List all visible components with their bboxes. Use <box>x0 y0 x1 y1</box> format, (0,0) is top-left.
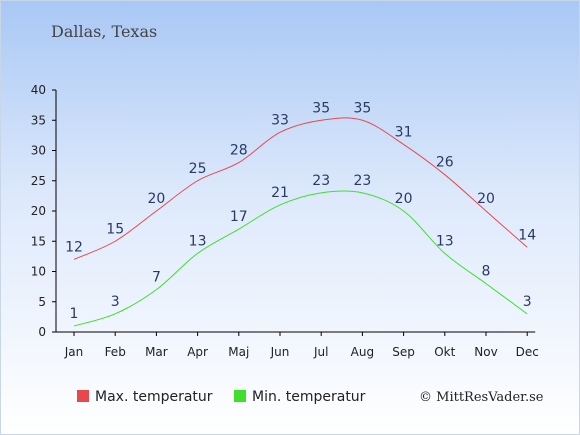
series-line-min <box>73 190 528 327</box>
chart-title: Dallas, Texas <box>51 22 158 41</box>
legend-swatch-min <box>234 390 246 402</box>
data-label-max: 14 <box>518 227 536 243</box>
legend-label-min: Min. temperatur <box>252 389 366 405</box>
data-label-max: 15 <box>106 221 124 237</box>
data-label-max: 25 <box>189 161 207 177</box>
x-tick-label: Apr <box>187 345 208 359</box>
data-label-max: 33 <box>271 112 289 128</box>
y-tick-label: 35 <box>31 113 46 127</box>
x-tick-label: Okt <box>434 345 455 359</box>
y-tick-label: 20 <box>31 204 46 218</box>
data-label-min: 20 <box>395 191 413 207</box>
legend-item-max: Max. temperatur <box>77 389 213 405</box>
data-label-max: 28 <box>230 143 248 159</box>
y-tick-label: 25 <box>31 174 46 188</box>
x-tick-label: Jan <box>64 345 84 359</box>
data-label-max: 31 <box>395 124 413 140</box>
y-tick-label: 30 <box>31 144 46 158</box>
x-tick-label: Aug <box>351 345 374 359</box>
x-tick-label: Feb <box>105 345 126 359</box>
data-label-min: 23 <box>312 173 330 189</box>
data-label-min: 7 <box>152 270 161 286</box>
y-tick-label: 0 <box>38 325 46 339</box>
data-label-min: 8 <box>482 264 491 280</box>
data-label-max: 20 <box>147 191 165 207</box>
x-tick-label: Jul <box>313 345 328 359</box>
x-tick-label: Sep <box>392 345 415 359</box>
data-label-min: 17 <box>230 209 248 225</box>
data-label-min: 13 <box>436 233 454 249</box>
legend-item-min: Min. temperatur <box>234 389 365 405</box>
data-label-min: 23 <box>353 173 371 189</box>
data-label-min: 1 <box>70 306 79 322</box>
x-tick-label: Mar <box>145 345 168 359</box>
y-tick-label: 40 <box>31 83 46 97</box>
data-label-min: 21 <box>271 185 289 201</box>
y-tick-label: 10 <box>31 265 46 279</box>
copyright-text: © MittResVader.se <box>419 390 544 405</box>
data-label-min: 3 <box>523 294 532 310</box>
data-label-max: 26 <box>436 155 454 171</box>
x-tick-label: Maj <box>228 345 249 359</box>
x-tick-label: Nov <box>474 345 497 359</box>
x-tick-label: Jun <box>270 345 290 359</box>
data-label-max: 20 <box>477 191 495 207</box>
x-tick-label: Dec <box>516 345 539 359</box>
series-line-max <box>73 117 528 260</box>
data-label-min: 3 <box>111 294 120 310</box>
y-tick-label: 5 <box>38 295 46 309</box>
data-label-min: 13 <box>189 233 207 249</box>
data-label-max: 35 <box>312 100 330 116</box>
data-label-max: 35 <box>353 100 371 116</box>
y-tick-label: 15 <box>31 234 46 248</box>
legend-swatch-max <box>77 390 89 402</box>
legend-label-max: Max. temperatur <box>95 389 213 405</box>
data-label-max: 12 <box>65 239 83 255</box>
